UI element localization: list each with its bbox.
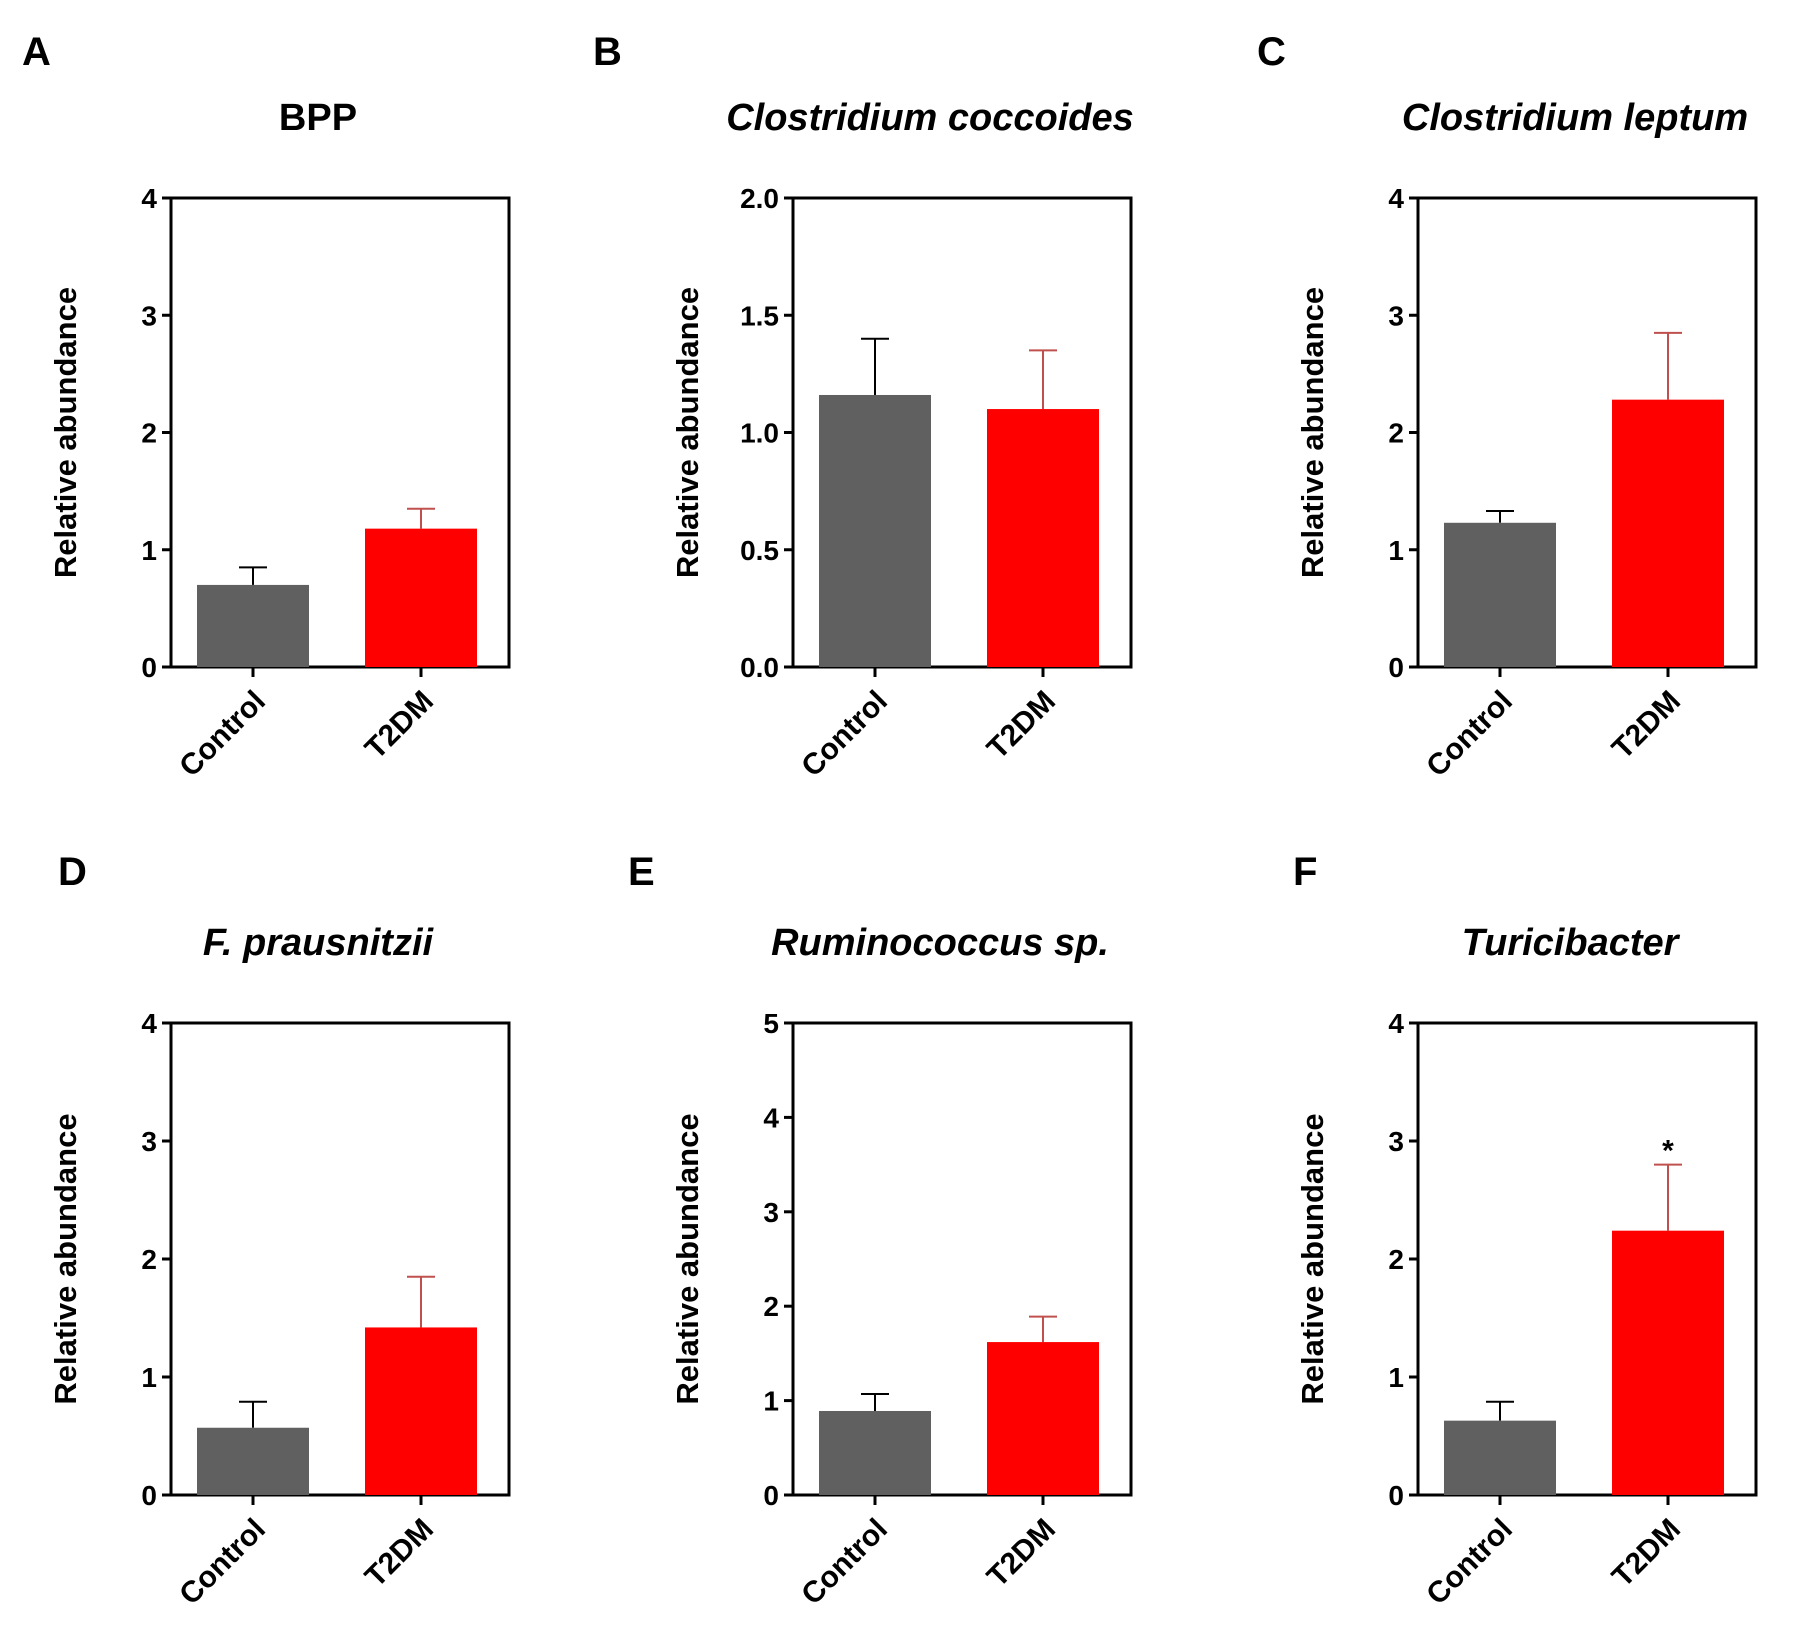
y-tick-label: 3 [141,300,157,331]
y-tick-label: 3 [1388,300,1404,331]
y-axis-title: Relative abundance [48,287,83,578]
panel-letter: A [22,30,51,74]
panel-letter: C [1257,30,1286,74]
chart-panel-f: F Turicibacter Relative abundance 0 1 2 3 4 Cont… [1293,850,1758,1612]
chart-title: F. prausnitzii [203,922,435,964]
y-tick-label: 0.0 [740,652,779,683]
plot-frame [169,196,511,669]
bar-t2dm [1612,399,1724,667]
y-axis-title: Relative abundance [48,1113,83,1404]
plot-frame [1416,196,1758,669]
y-tick-label: 2 [763,1291,779,1322]
bar-control [197,584,309,667]
x-category-label: T2DM [359,685,440,766]
bar-control [1444,522,1556,667]
y-axis-title: Relative abundance [670,1113,705,1404]
bar-t2dm [987,409,1099,667]
chart-panel-e: E Ruminococcus sp. Relative abundance 0 1 2 3 4… [628,850,1133,1612]
bar-control [819,1410,931,1495]
y-axis-title: Relative abundance [670,287,705,578]
x-category-label: T2DM [1606,685,1687,766]
y-tick-label: 1 [141,1362,157,1393]
panel-letter: B [593,30,622,74]
x-category-label: Control [795,685,894,784]
bar-control [819,394,931,667]
y-tick-label: 2 [141,418,157,449]
plot-frame [169,1021,511,1497]
y-tick-label: 0.5 [740,535,779,566]
y-tick-label: 1 [141,535,157,566]
plot-frame [791,1021,1133,1497]
bar-t2dm [987,1342,1099,1495]
y-tick-label: 0 [763,1480,779,1511]
y-tick-label: 3 [141,1126,157,1157]
x-category-label: T2DM [1606,1513,1687,1594]
chart-title: Clostridium coccoides [726,97,1134,139]
y-tick-label: 2 [1388,418,1404,449]
y-tick-label: 2.0 [740,183,779,214]
y-axis-title: Relative abundance [1295,1113,1330,1404]
y-tick-label: 3 [763,1197,779,1228]
y-tick-label: 2 [141,1244,157,1275]
bar-t2dm [1612,1230,1724,1495]
plot-frame [1416,1021,1758,1497]
significance-asterisk: * [1662,1135,1674,1168]
bar-t2dm [365,528,477,667]
x-category-label: Control [1420,685,1519,784]
y-tick-label: 4 [1388,183,1404,214]
y-tick-label: 1.5 [740,300,779,331]
y-tick-label: 2 [1388,1244,1404,1275]
bar-control [1444,1420,1556,1495]
chart-panel-c: C Clostridium leptum Relative abundance 0 1 2… [1257,30,1758,784]
chart-panel-a: A BPP Relative abundance 0 1 2 3 4 Control T2DM [22,30,511,784]
y-tick-label: 4 [1388,1008,1404,1039]
x-category-label: Control [173,1513,272,1612]
panel-letter: E [628,850,655,894]
x-category-label: T2DM [981,685,1062,766]
y-tick-label: 0 [141,652,157,683]
x-category-label: T2DM [359,1513,440,1594]
x-category-label: T2DM [981,1513,1062,1594]
y-tick-label: 0 [141,1480,157,1511]
y-tick-label: 1 [1388,535,1404,566]
y-tick-label: 1 [1388,1362,1404,1393]
y-tick-label: 4 [141,183,157,214]
y-axis-title: Relative abundance [1295,287,1330,578]
y-tick-label: 5 [763,1008,779,1039]
x-category-label: Control [1420,1513,1519,1612]
chart-panel-b: B Clostridium coccoides Relative abundance… [593,30,1134,783]
y-tick-label: 1.0 [740,418,779,449]
y-tick-label: 0 [1388,652,1404,683]
chart-title: Ruminococcus sp. [771,922,1109,964]
panel-letter: F [1293,850,1317,894]
y-tick-label: 4 [763,1102,779,1133]
plot-frame [791,196,1133,669]
y-tick-label: 3 [1388,1126,1404,1157]
chart-title: BPP [279,97,357,139]
x-category-label: Control [795,1513,894,1612]
panel-letter: D [58,850,87,894]
y-tick-label: 0 [1388,1480,1404,1511]
y-tick-label: 1 [763,1386,779,1417]
y-tick-label: 4 [141,1008,157,1039]
chart-panel-d: D F. prausnitzii Relative abundance 0 1 2 3 4 Co… [48,850,511,1612]
x-category-label: Control [173,685,272,784]
bar-t2dm [365,1327,477,1495]
bar-control [197,1427,309,1495]
chart-title: Clostridium leptum [1402,97,1748,139]
chart-title: Turicibacter [1462,922,1681,964]
